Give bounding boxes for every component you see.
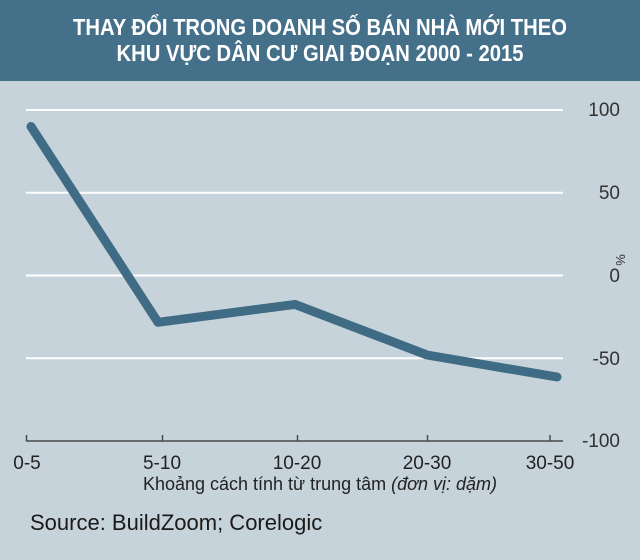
svg-text:-50: -50 xyxy=(593,349,620,370)
svg-text:5-10: 5-10 xyxy=(143,453,181,474)
svg-text:0: 0 xyxy=(609,266,620,287)
svg-text:%: % xyxy=(613,254,628,266)
svg-text:10-20: 10-20 xyxy=(273,453,322,474)
svg-text:100: 100 xyxy=(588,100,620,121)
svg-text:0-5: 0-5 xyxy=(13,453,40,474)
svg-text:50: 50 xyxy=(599,183,620,204)
svg-text:-100: -100 xyxy=(582,431,620,452)
svg-text:30-50: 30-50 xyxy=(526,453,575,474)
svg-text:20-30: 20-30 xyxy=(403,453,452,474)
